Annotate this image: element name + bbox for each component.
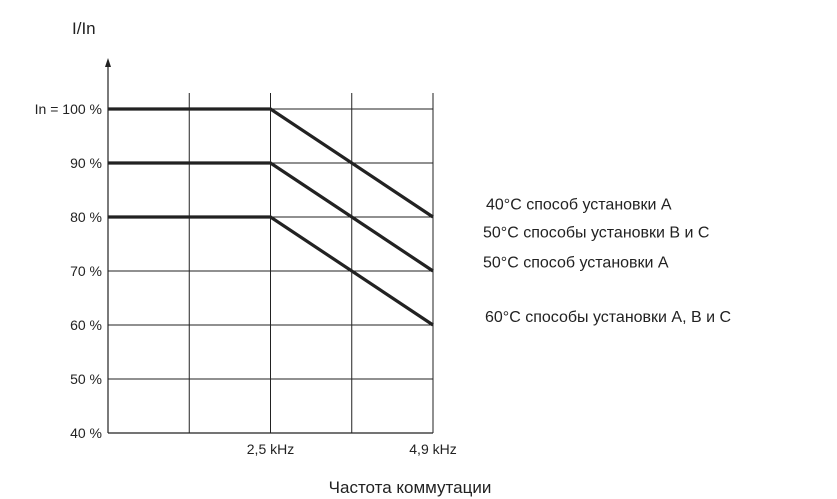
y-axis-arrow: [105, 58, 111, 67]
y-tick-label-3: 70 %: [70, 263, 102, 279]
x-tick-label-4: 4,9 kHz: [409, 441, 456, 457]
axes: [105, 58, 433, 434]
annotation-0: 40°C способ установки A: [486, 197, 672, 214]
grid: [108, 93, 434, 433]
y-tick-label-2: 60 %: [70, 317, 102, 333]
series-group: [108, 107, 434, 327]
x-tick-label-2: 2,5 kHz: [247, 441, 294, 457]
annotation-3: 60°C способы установки A, B и C: [485, 309, 731, 326]
annotation-2: 50°C способ установки A: [483, 254, 669, 271]
y-tick-label-1: 50 %: [70, 371, 102, 387]
y-tick-label-5: 90 %: [70, 155, 102, 171]
y-tick-label-0: 40 %: [70, 425, 102, 441]
x-axis-label: Частота коммутации: [329, 478, 492, 497]
y-tick-label-6: In = 100 %: [35, 101, 102, 117]
y-tick-label-4: 80 %: [70, 209, 102, 225]
annotation-1: 50°C способы установки B и C: [483, 225, 709, 242]
series-line-0: [108, 107, 434, 219]
annotations: 40°C способ установки A 50°C способы уста…: [483, 197, 731, 326]
y-axis-label: I/In: [72, 19, 96, 38]
series-line-2: [108, 215, 434, 327]
tick-labels: 40 % 50 % 60 % 70 % 80 % 90 % In = 100 % 2,5 kH…: [35, 101, 457, 457]
series-line-1: [108, 161, 434, 273]
